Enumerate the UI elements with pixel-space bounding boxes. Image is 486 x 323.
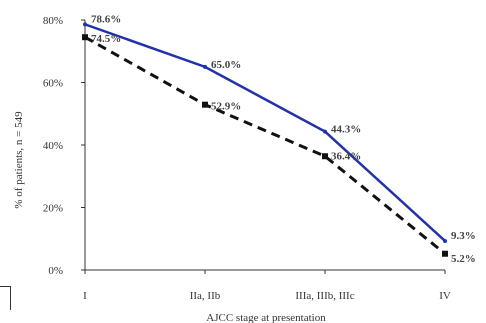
series-line-1 [84, 23, 446, 242]
data-point [443, 238, 447, 243]
data-label: 78.6% [91, 13, 121, 25]
data-point [82, 34, 88, 41]
data-label: 44.3% [331, 124, 361, 136]
data-label: 74.5% [91, 33, 121, 45]
y-tick-label: 80% [43, 15, 63, 27]
y-tick-label: 0% [48, 265, 63, 277]
frame-border-fragment [0, 286, 11, 310]
data-labels: 78.6% 65.0% 44.3% 9.3% 74.5% 52.9% 36.4% 5.2% [91, 13, 476, 264]
data-point [83, 22, 87, 27]
data-point [323, 129, 327, 134]
x-axis-title: AJCC stage at presentation [206, 312, 326, 323]
y-tick-label: 40% [43, 140, 63, 152]
data-point [322, 153, 328, 160]
data-label: 65.0% [211, 59, 241, 71]
x-tick-label: IIa, IIb [190, 290, 221, 302]
chart-axes [81, 19, 446, 274]
x-tick-label: IIIa, IIIb, IIIc [295, 290, 354, 302]
data-label: 9.3% [451, 230, 476, 242]
y-tick-label: 60% [43, 78, 63, 90]
data-point [202, 101, 208, 108]
series-lines [82, 22, 448, 257]
data-label: 5.2% [451, 253, 476, 265]
data-label: 52.9% [211, 101, 241, 113]
data-label: 36.4% [331, 150, 361, 162]
y-axis-title: % of patients, n = 549 [13, 111, 25, 209]
x-tick-label: IV [439, 290, 451, 302]
y-tick-label: 20% [43, 203, 63, 215]
y-tick-labels: 0% 20% 40% 60% 80% [43, 15, 63, 277]
x-tick-label: I [83, 290, 87, 302]
x-tick-labels: I IIa, IIb IIIa, IIIb, IIIc IV [83, 290, 451, 302]
data-point [442, 250, 448, 257]
data-point [203, 64, 207, 69]
series-line-2 [84, 35, 446, 255]
